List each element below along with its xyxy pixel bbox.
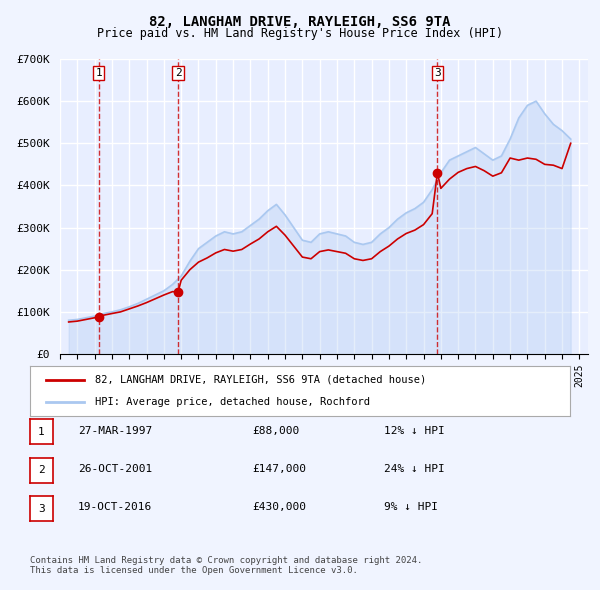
Text: 3: 3 [434, 68, 441, 78]
Text: £88,000: £88,000 [252, 426, 299, 435]
Text: 1: 1 [38, 427, 45, 437]
Text: 3: 3 [38, 504, 45, 513]
Text: 12% ↓ HPI: 12% ↓ HPI [384, 426, 445, 435]
Text: £147,000: £147,000 [252, 464, 306, 474]
Text: 2: 2 [175, 68, 181, 78]
Text: 82, LANGHAM DRIVE, RAYLEIGH, SS6 9TA: 82, LANGHAM DRIVE, RAYLEIGH, SS6 9TA [149, 15, 451, 29]
Text: 24% ↓ HPI: 24% ↓ HPI [384, 464, 445, 474]
Text: Contains HM Land Registry data © Crown copyright and database right 2024.
This d: Contains HM Land Registry data © Crown c… [30, 556, 422, 575]
Text: HPI: Average price, detached house, Rochford: HPI: Average price, detached house, Roch… [95, 397, 370, 407]
Text: 19-OCT-2016: 19-OCT-2016 [78, 503, 152, 512]
Text: 27-MAR-1997: 27-MAR-1997 [78, 426, 152, 435]
Text: £430,000: £430,000 [252, 503, 306, 512]
Text: Price paid vs. HM Land Registry's House Price Index (HPI): Price paid vs. HM Land Registry's House … [97, 27, 503, 40]
Text: 2: 2 [38, 466, 45, 475]
Text: 9% ↓ HPI: 9% ↓ HPI [384, 503, 438, 512]
Text: 82, LANGHAM DRIVE, RAYLEIGH, SS6 9TA (detached house): 82, LANGHAM DRIVE, RAYLEIGH, SS6 9TA (de… [95, 375, 426, 385]
Text: 1: 1 [95, 68, 102, 78]
Text: 26-OCT-2001: 26-OCT-2001 [78, 464, 152, 474]
